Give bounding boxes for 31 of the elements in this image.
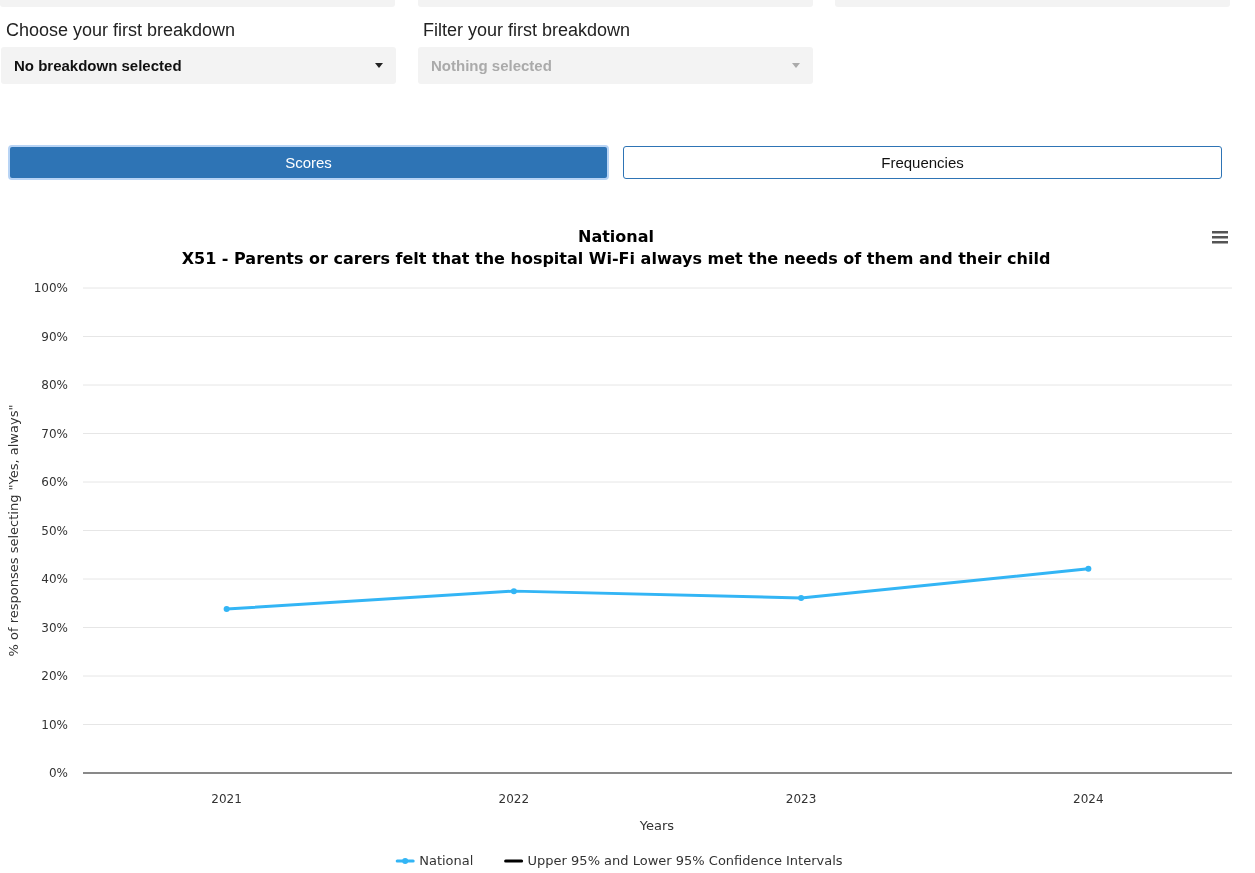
x-tick-label: 2021 — [211, 792, 242, 806]
text: Filter your first breakdown — [423, 20, 631, 41]
x-axis-title: Years — [638, 818, 675, 833]
legend-label: National — [419, 853, 474, 868]
x-tick-label: 2023 — [785, 792, 817, 806]
point — [1085, 565, 1092, 572]
x-tick-label: 2024 — [1073, 792, 1104, 806]
text: Choose your first breakdown — [6, 20, 236, 41]
text: Scores — [8, 145, 609, 180]
y-tick-label: 0% — [48, 766, 68, 780]
point — [223, 606, 230, 613]
y-tick-label: 90% — [41, 329, 68, 344]
y-tick-label: 40% — [41, 572, 68, 586]
text: Frequencies — [623, 146, 1222, 179]
y-tick-label: 80% — [41, 378, 68, 392]
y-tick-label: 70% — [41, 426, 68, 441]
y-tick-label: 10% — [41, 717, 68, 732]
y-tick-label: 100% — [33, 281, 68, 295]
y-tick-label: 50% — [41, 523, 68, 538]
y-tick-label: 60% — [41, 475, 68, 489]
point — [798, 594, 805, 601]
chart-subtitle: X51 - Parents or carers felt that the hospital Wi-Fi always met the needs of them and their child — [181, 249, 1051, 268]
y-tick-label: 20% — [41, 669, 68, 683]
legend-label: Upper 95% and Lower 95% Confidence Intervals — [527, 853, 843, 868]
point — [510, 588, 517, 595]
y-axis-title: % of responses selecting "Yes, always" — [6, 404, 21, 657]
text: Nothing selected — [418, 47, 813, 84]
x-tick-label: 2022 — [498, 792, 530, 806]
y-tick-label: 30% — [41, 620, 68, 635]
chart-title: National — [578, 227, 654, 246]
text: No breakdown selected — [1, 47, 396, 84]
